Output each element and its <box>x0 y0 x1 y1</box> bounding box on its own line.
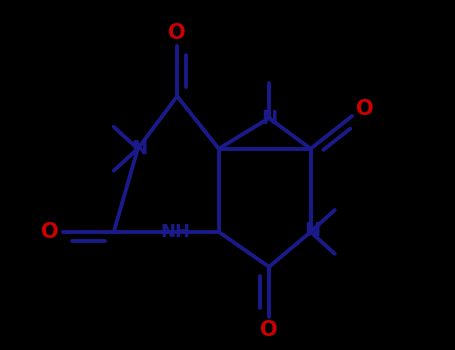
Text: N: N <box>261 110 277 128</box>
Text: O: O <box>260 320 278 340</box>
Text: O: O <box>40 222 58 242</box>
Text: N: N <box>304 222 320 240</box>
Text: O: O <box>168 23 186 43</box>
Text: O: O <box>356 99 373 119</box>
Text: NH: NH <box>161 223 191 241</box>
Text: N: N <box>131 139 147 158</box>
